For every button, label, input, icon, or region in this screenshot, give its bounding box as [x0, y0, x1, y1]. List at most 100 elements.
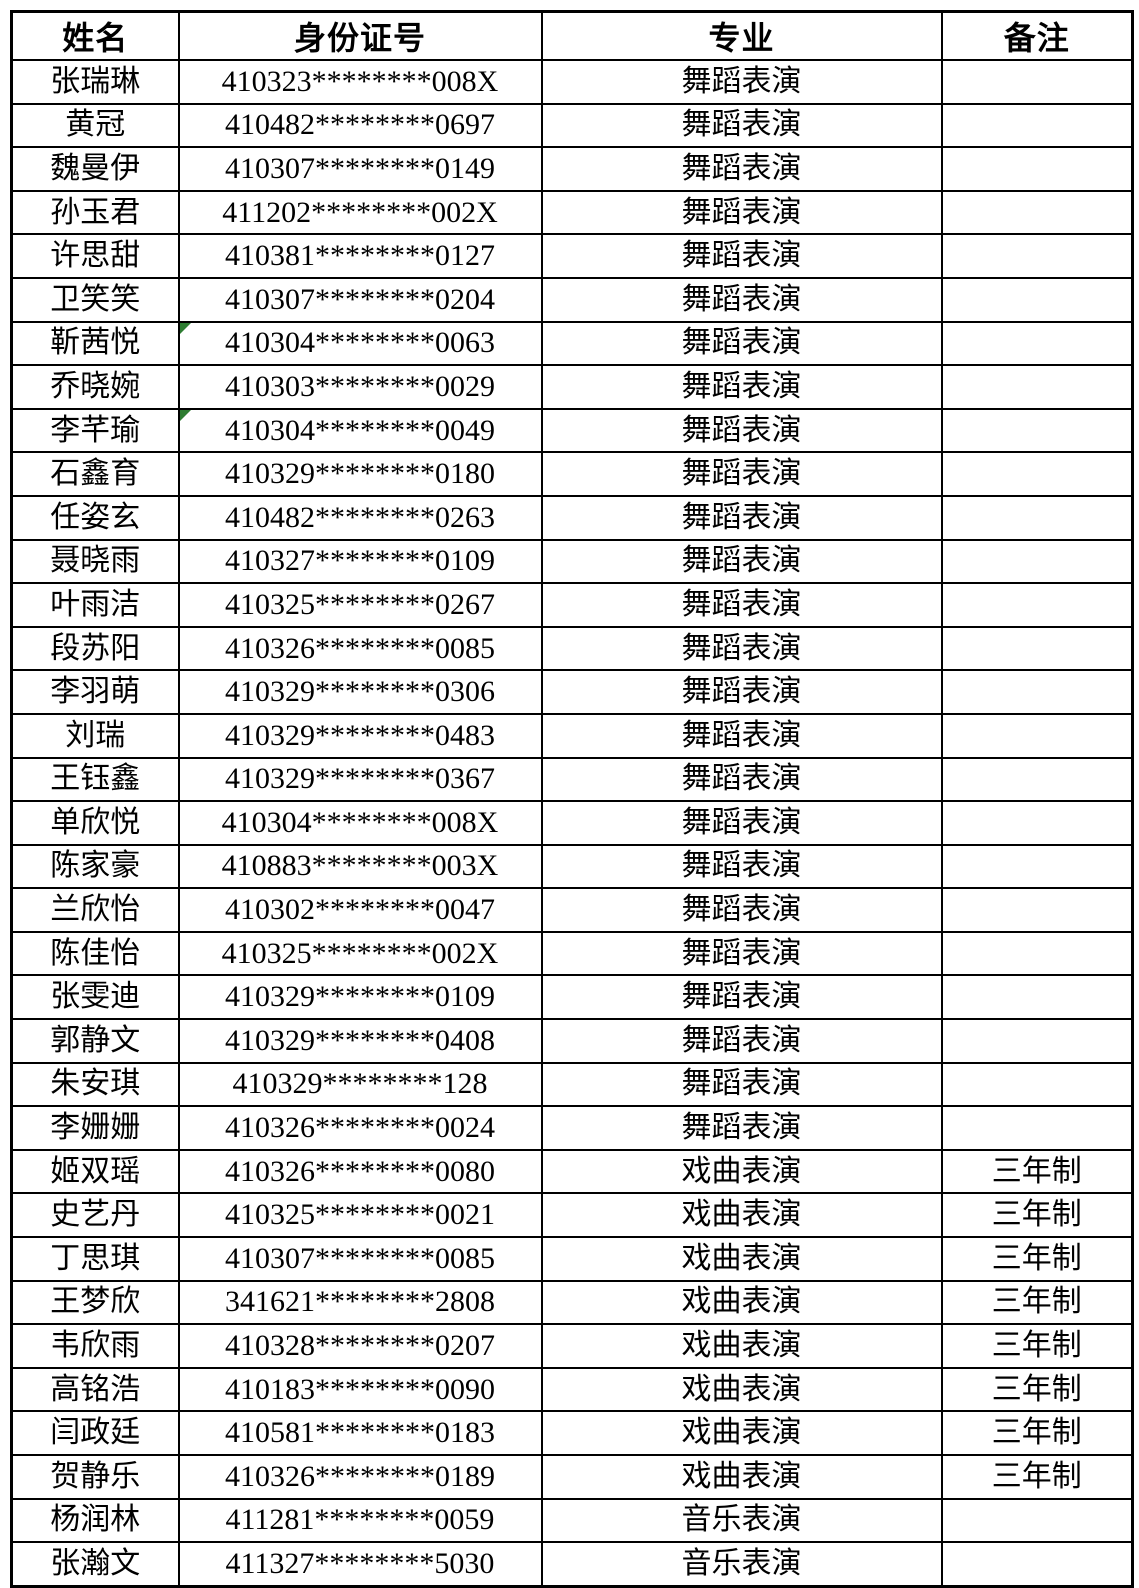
cell-id-number-text: 410482********0263 — [225, 500, 495, 534]
cell-id-number-text: 411281********0059 — [225, 1503, 495, 1537]
cell-id-number-text: 410307********0149 — [225, 151, 495, 185]
cell-major-text: 舞蹈表演 — [681, 108, 802, 142]
cell-error-indicator-triangle — [180, 410, 191, 421]
cell-major: 舞蹈表演 — [540, 712, 943, 759]
cell-note — [940, 1061, 1134, 1108]
cell-note: 三年制 — [940, 1279, 1134, 1326]
cell-note: 三年制 — [940, 1148, 1134, 1195]
cell-name: 乔晓婉 — [10, 364, 180, 410]
cell-name-text: 高铭浩 — [50, 1372, 141, 1406]
cell-note — [940, 930, 1134, 977]
cell-name: 黄冠 — [10, 102, 180, 149]
cell-note — [940, 494, 1134, 541]
cell-major: 舞蹈表演 — [540, 625, 943, 672]
cell-major-text: 舞蹈表演 — [681, 631, 802, 665]
cell-name-text: 陈佳怡 — [50, 936, 141, 970]
cell-name: 陈佳怡 — [10, 930, 180, 977]
cell-id-number-text: 410329********0367 — [225, 762, 495, 796]
cell-note — [940, 582, 1134, 628]
cell-name-text: 靳茜悦 — [50, 326, 141, 360]
cell-name-text: 叶雨洁 — [50, 587, 141, 621]
cell-major-text: 舞蹈表演 — [681, 980, 802, 1014]
cell-id-number-text: 410304********0063 — [225, 326, 495, 360]
cell-name: 叶雨洁 — [10, 582, 180, 628]
cell-id-number-text: 410302********0047 — [225, 893, 495, 927]
cell-id-number: 410326********0024 — [177, 1105, 543, 1151]
cell-id-number: 410329********0306 — [177, 669, 543, 715]
cell-id-number: 410326********0189 — [177, 1454, 543, 1500]
cell-id-number-text: 410328********0207 — [225, 1329, 495, 1363]
table-row: 王梦欣 341621********2808 戏曲表演 三年制 — [10, 1279, 1134, 1326]
cell-name: 孙玉君 — [10, 189, 180, 236]
cell-major: 舞蹈表演 — [540, 756, 943, 803]
cell-major: 舞蹈表演 — [540, 320, 943, 367]
cell-name: 李芊瑜 — [10, 407, 180, 454]
cell-major: 戏曲表演 — [540, 1192, 943, 1239]
cell-major-text: 舞蹈表演 — [681, 936, 802, 970]
cell-name: 朱安琪 — [10, 1061, 180, 1108]
table-row: 贺静乐 410326********0189 戏曲表演 三年制 — [10, 1454, 1134, 1500]
table-row: 李姗姗 410326********0024 舞蹈表演 — [10, 1105, 1134, 1151]
cell-id-number-text: 410327********0109 — [225, 544, 495, 578]
cell-note — [940, 59, 1134, 105]
cell-major-text: 舞蹈表演 — [681, 849, 802, 883]
cell-note-text: 三年制 — [991, 1241, 1082, 1275]
cell-note: 三年制 — [940, 1323, 1134, 1369]
cell-note — [940, 1541, 1134, 1588]
cell-note-text: 三年制 — [991, 1372, 1082, 1406]
cell-note: 三年制 — [940, 1454, 1134, 1500]
cell-name: 闫政廷 — [10, 1410, 180, 1456]
cell-note-text: 三年制 — [991, 1154, 1082, 1188]
cell-name: 郭静文 — [10, 1018, 180, 1064]
cell-note — [940, 756, 1134, 803]
table-row: 单欣悦 410304********008X 舞蹈表演 — [10, 800, 1134, 846]
header-name: 姓名 — [10, 10, 180, 61]
cell-name: 张雯迪 — [10, 974, 180, 1021]
header-note: 备注 — [940, 10, 1134, 61]
cell-name: 姬双瑶 — [10, 1148, 180, 1195]
table-row: 闫政廷 410581********0183 戏曲表演 三年制 — [10, 1410, 1134, 1456]
cell-major: 舞蹈表演 — [540, 843, 943, 890]
cell-name-text: 丁思琪 — [50, 1241, 141, 1275]
cell-id-number: 410326********0080 — [177, 1148, 543, 1195]
cell-name-text: 任姿玄 — [50, 500, 141, 534]
cell-major: 舞蹈表演 — [540, 146, 943, 192]
cell-note — [940, 1105, 1134, 1151]
cell-id-number-text: 410883********003X — [221, 849, 499, 883]
table-row: 聂晓雨 410327********0109 舞蹈表演 — [10, 538, 1134, 585]
table-row: 史艺丹 410325********0021 戏曲表演 三年制 — [10, 1192, 1134, 1239]
table-row: 杨润林 411281********0059 音乐表演 — [10, 1497, 1134, 1544]
cell-note: 三年制 — [940, 1236, 1134, 1282]
cell-id-number-text: 410329********128 — [232, 1067, 488, 1101]
cell-id-number-text: 410326********0080 — [225, 1154, 495, 1188]
cell-major-text: 舞蹈表演 — [681, 282, 802, 316]
cell-note — [940, 538, 1134, 585]
cell-name: 王梦欣 — [10, 1279, 180, 1326]
cell-id-number-text: 410303********0029 — [225, 369, 495, 403]
cell-id-number: 410329********128 — [177, 1061, 543, 1108]
cell-note — [940, 276, 1134, 323]
cell-major-text: 舞蹈表演 — [681, 544, 802, 578]
cell-id-number: 410482********0263 — [177, 494, 543, 541]
table-row: 卫笑笑 410307********0204 舞蹈表演 — [10, 276, 1134, 323]
cell-note: 三年制 — [940, 1366, 1134, 1413]
cell-id-number-text: 410329********0306 — [225, 675, 495, 709]
cell-note — [940, 102, 1134, 149]
cell-major: 舞蹈表演 — [540, 1105, 943, 1151]
cell-error-indicator-triangle — [180, 323, 191, 334]
cell-id-number: 410307********0204 — [177, 276, 543, 323]
cell-note-text: 三年制 — [991, 1329, 1082, 1363]
cell-name: 韦欣雨 — [10, 1323, 180, 1369]
cell-name-text: 王钰鑫 — [50, 762, 141, 796]
cell-id-number: 410883********003X — [177, 843, 543, 890]
cell-name: 刘瑞 — [10, 712, 180, 759]
cell-name-text: 李羽萌 — [50, 675, 141, 709]
cell-note — [940, 364, 1134, 410]
cell-name: 陈家豪 — [10, 843, 180, 890]
cell-major-text: 舞蹈表演 — [681, 239, 802, 273]
cell-name-text: 石鑫育 — [50, 457, 141, 491]
cell-name-text: 郭静文 — [50, 1023, 141, 1057]
table-row: 任姿玄 410482********0263 舞蹈表演 — [10, 494, 1134, 541]
cell-id-number: 410183********0090 — [177, 1366, 543, 1413]
cell-name-text: 闫政廷 — [50, 1416, 141, 1450]
